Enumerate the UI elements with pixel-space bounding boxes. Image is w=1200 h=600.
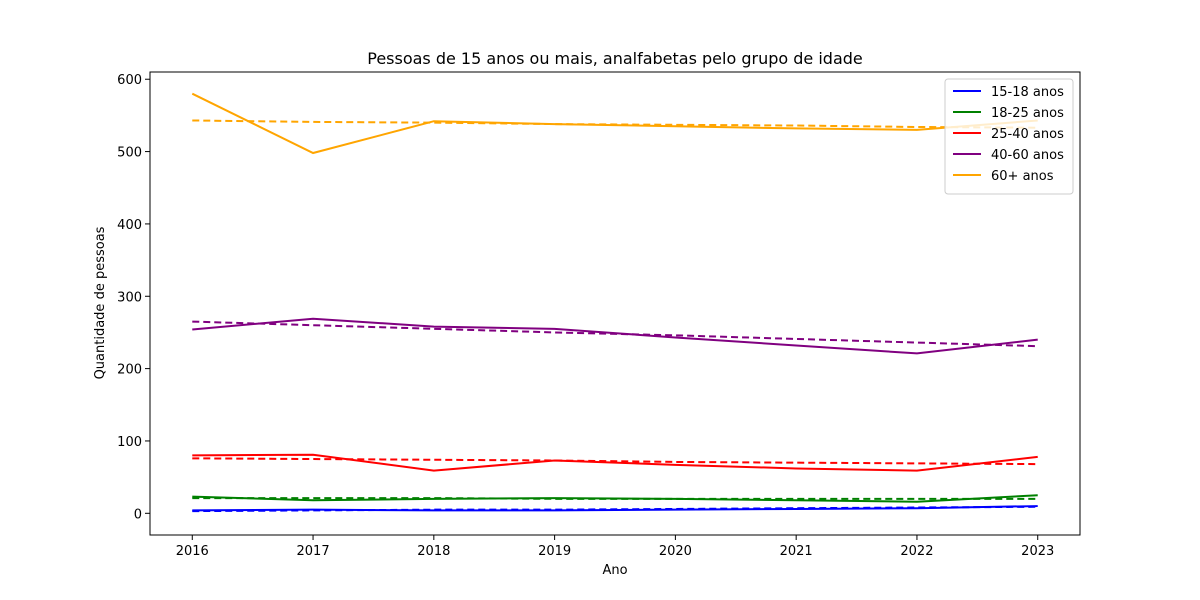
legend-box: [944, 78, 1074, 195]
y-tick-label: 400: [117, 218, 142, 233]
plot-frame: [149, 71, 1081, 536]
y-axis-label: Quantidade de pessoas: [93, 226, 108, 379]
x-tick-label: 2018: [417, 544, 450, 559]
legend-entry: 25-40 anos: [991, 127, 1064, 142]
trend-line-60-anos: [192, 119, 1038, 129]
legend-entry: 15-18 anos: [991, 85, 1064, 100]
y-tick-label: 500: [117, 146, 142, 161]
x-tick-label: 2022: [900, 544, 933, 559]
x-axis: 2016 2017 2018 2019 2020 2021 2022 2023: [176, 535, 1054, 559]
series-line-40-60-anos: [192, 317, 1038, 355]
series-line-18-25-anos: [192, 494, 1038, 503]
x-tick-label: 2016: [176, 544, 209, 559]
x-axis-label: Ano: [602, 563, 627, 578]
y-tick-label: 0: [134, 507, 142, 522]
x-tick-label: 2023: [1021, 544, 1054, 559]
y-tick-label: 300: [117, 290, 142, 305]
legend-entry: 18-25 anos: [991, 106, 1064, 121]
y-tick-label: 200: [117, 363, 142, 378]
series-line-15-18-anos: [192, 505, 1038, 512]
trend-line-25-40-anos: [192, 457, 1038, 466]
x-tick-label: 2017: [297, 544, 330, 559]
chart-title: Pessoas de 15 anos ou mais, analfabetas …: [367, 49, 863, 68]
legend: 15-18 anos 18-25 anos 25-40 anos 40-60 anos…: [944, 78, 1074, 195]
legend-entry: 60+ anos: [991, 169, 1054, 184]
legend-entry: 40-60 anos: [991, 148, 1064, 163]
plot-lines: [191, 92, 1038, 513]
y-tick-label: 600: [117, 73, 142, 88]
series-line-25-40-anos: [192, 453, 1038, 472]
series-line-60-anos: [191, 92, 1038, 155]
y-tick-label: 100: [117, 435, 142, 450]
x-tick-label: 2020: [659, 544, 692, 559]
x-tick-label: 2019: [538, 544, 571, 559]
y-axis: 0 100 200 300 400 500 600: [117, 73, 150, 522]
x-tick-label: 2021: [780, 544, 813, 559]
